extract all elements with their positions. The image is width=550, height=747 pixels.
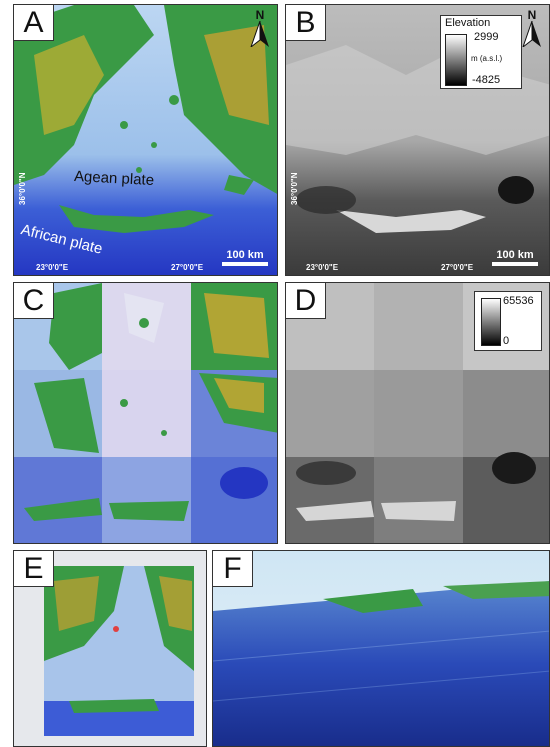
panel-d: D 65536 0 xyxy=(285,282,550,544)
north-arrow-icon: N xyxy=(249,9,271,49)
longitude-label-2: 27°0'0"E xyxy=(171,263,204,272)
panel-letter: E xyxy=(14,551,54,587)
legend-unit: m (a.s.l.) xyxy=(471,54,503,63)
value-legend: 65536 0 xyxy=(474,291,542,351)
panel-letter: C xyxy=(14,283,54,319)
scale-bar: 100 km xyxy=(492,249,538,266)
longitude-label-1: 23°0'0"E xyxy=(306,263,339,272)
map-f-3d-view xyxy=(213,551,549,746)
legend-ramp xyxy=(481,298,501,346)
legend-min: -4825 xyxy=(472,74,501,86)
legend-min: 0 xyxy=(503,335,510,347)
latitude-label: 36°0'0"N xyxy=(290,172,299,205)
panel-letter: A xyxy=(14,5,54,41)
panel-f: F xyxy=(212,550,550,747)
panel-letter: F xyxy=(213,551,253,587)
panel-letter: D xyxy=(286,283,326,319)
legend-max: 65536 xyxy=(503,295,534,307)
scale-bar: 100 km xyxy=(222,249,268,266)
longitude-label-1: 23°0'0"E xyxy=(36,263,69,272)
latitude-label: 36°0'0"N xyxy=(18,172,27,205)
legend-max: 2999 xyxy=(474,31,499,43)
map-d-tiles xyxy=(286,283,549,543)
legend-ramp xyxy=(445,34,467,86)
map-c-tiles xyxy=(14,283,277,543)
panel-c: C xyxy=(13,282,278,544)
panel-b: B Elevation 2999 m (a.s.l.) -4825 N 36°0… xyxy=(285,4,550,276)
map-a-image xyxy=(14,5,277,275)
panel-e: E xyxy=(13,550,207,747)
legend-title: Elevation xyxy=(445,17,491,29)
longitude-label-2: 27°0'0"E xyxy=(441,263,474,272)
panel-a: A N Agean plate African plate 36°0'0"N 2… xyxy=(13,4,278,276)
panel-letter: B xyxy=(286,5,326,41)
north-arrow-icon: N xyxy=(521,9,543,49)
elevation-legend: Elevation 2999 m (a.s.l.) -4825 xyxy=(440,15,522,89)
